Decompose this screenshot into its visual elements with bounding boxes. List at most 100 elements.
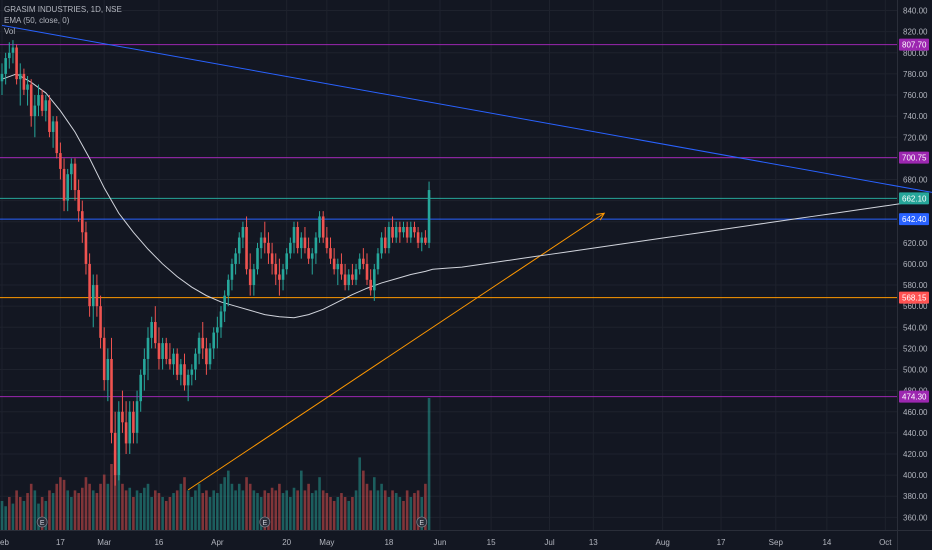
volume-bar (314, 490, 318, 530)
volume-indicator-label[interactable]: Vol (4, 27, 16, 36)
candle-body (405, 226, 409, 238)
candle-body (33, 105, 37, 117)
time-tick-label: Jun (434, 538, 447, 547)
candle-body (29, 84, 33, 117)
price-axis[interactable]: 360.00380.00400.00420.00440.00460.00480.… (899, 7, 929, 523)
volume-bar (73, 490, 77, 530)
volume-bar (143, 487, 146, 530)
candle-body (307, 248, 310, 259)
price-tick-label: 420.00 (903, 450, 928, 459)
candle-body (113, 432, 117, 476)
volume-bar (270, 487, 274, 530)
volume-bar (55, 483, 59, 530)
candle-body (110, 358, 113, 433)
candle-body (413, 226, 416, 233)
volume-bar (33, 490, 37, 530)
candle-body (77, 190, 80, 212)
time-tick-label: 17 (56, 538, 65, 547)
symbol-title[interactable]: GRASIM INDUSTRIES, 1D, NSE (4, 5, 122, 14)
volume-bar (4, 506, 7, 530)
candle-body (263, 237, 267, 243)
price-label-box (899, 213, 929, 226)
volume-bar (0, 500, 4, 530)
volume-bar (150, 497, 153, 530)
volume-bar (227, 470, 230, 530)
candle-body (106, 358, 110, 381)
volume-bar (248, 483, 252, 530)
candle-body (256, 248, 259, 270)
candle-body (0, 73, 4, 82)
candle-body (190, 369, 194, 375)
price-tick-label: 400.00 (903, 471, 928, 480)
candle-body (409, 226, 413, 238)
price-tick-label: 840.00 (903, 7, 928, 16)
earnings-marker-label: E (419, 520, 424, 527)
candle-body (95, 285, 99, 307)
candle-body (4, 58, 7, 74)
volume-bar (230, 483, 234, 530)
price-label-box (899, 151, 929, 164)
candle-body (245, 226, 248, 270)
volume-bar (289, 497, 292, 530)
price-tick-label: 800.00 (903, 49, 928, 58)
candle-body (139, 374, 142, 402)
volume-bar (40, 497, 44, 530)
candle-body (234, 253, 237, 264)
candle-body (44, 100, 48, 111)
candle-body (373, 269, 376, 291)
candle-body (259, 237, 263, 249)
volume-bar (37, 503, 40, 530)
volume-bar (307, 483, 310, 530)
volume-bar (278, 483, 281, 530)
volume-bar (281, 493, 285, 530)
price-tick-label: 820.00 (903, 28, 928, 37)
volume-bar (321, 490, 325, 530)
candle-body (387, 226, 391, 249)
candle-body (278, 274, 281, 280)
candle-body (289, 242, 292, 254)
price-label-box (899, 38, 929, 51)
candle-body (40, 95, 44, 111)
volume-bar (113, 450, 117, 530)
time-tick-label: 14 (822, 538, 831, 547)
candle-body (186, 374, 190, 386)
price-tick-label: 740.00 (903, 112, 928, 121)
volume-bar (216, 493, 219, 530)
candle-body (354, 269, 358, 280)
candle-body (26, 84, 29, 90)
candle-body (135, 401, 139, 433)
volume-bar (394, 493, 398, 530)
candle-body (51, 121, 55, 132)
earnings-marker-icon (416, 516, 428, 528)
volume-bar (172, 493, 175, 530)
candle-body (179, 364, 183, 375)
volume-bar (416, 490, 420, 530)
ema-line (1, 73, 922, 319)
volume-bar (95, 493, 99, 530)
candle-body (216, 327, 219, 333)
time-tick-label: 13 (589, 538, 598, 547)
time-tick-label: Mar (97, 538, 111, 547)
trend-lines (1, 24, 932, 491)
candlesticks (0, 40, 431, 486)
candle-body (201, 337, 205, 349)
volume-bar (318, 477, 321, 530)
price-label-text: 662.10 (902, 194, 927, 203)
price-tick-label: 540.00 (903, 323, 928, 332)
candle-body (150, 322, 153, 338)
candle-body (62, 168, 66, 201)
volume-bar (219, 483, 223, 530)
ema-indicator-label[interactable]: EMA (50, close, 0) (4, 16, 70, 25)
candle-body (383, 237, 387, 249)
volume-bar (205, 490, 208, 530)
candle-body (73, 163, 77, 191)
candle-body (37, 95, 40, 106)
volume-bar (135, 490, 139, 530)
volume-bar (197, 483, 201, 530)
time-axis[interactable]: Feb 17 Mar 16 Apr 20 May 18 Jun 15 Jul 13 Aug 17 Sep 14… (0, 538, 932, 547)
candle-body (15, 47, 18, 80)
volume-bar (26, 493, 29, 530)
price-label-text: 807.70 (902, 41, 927, 50)
